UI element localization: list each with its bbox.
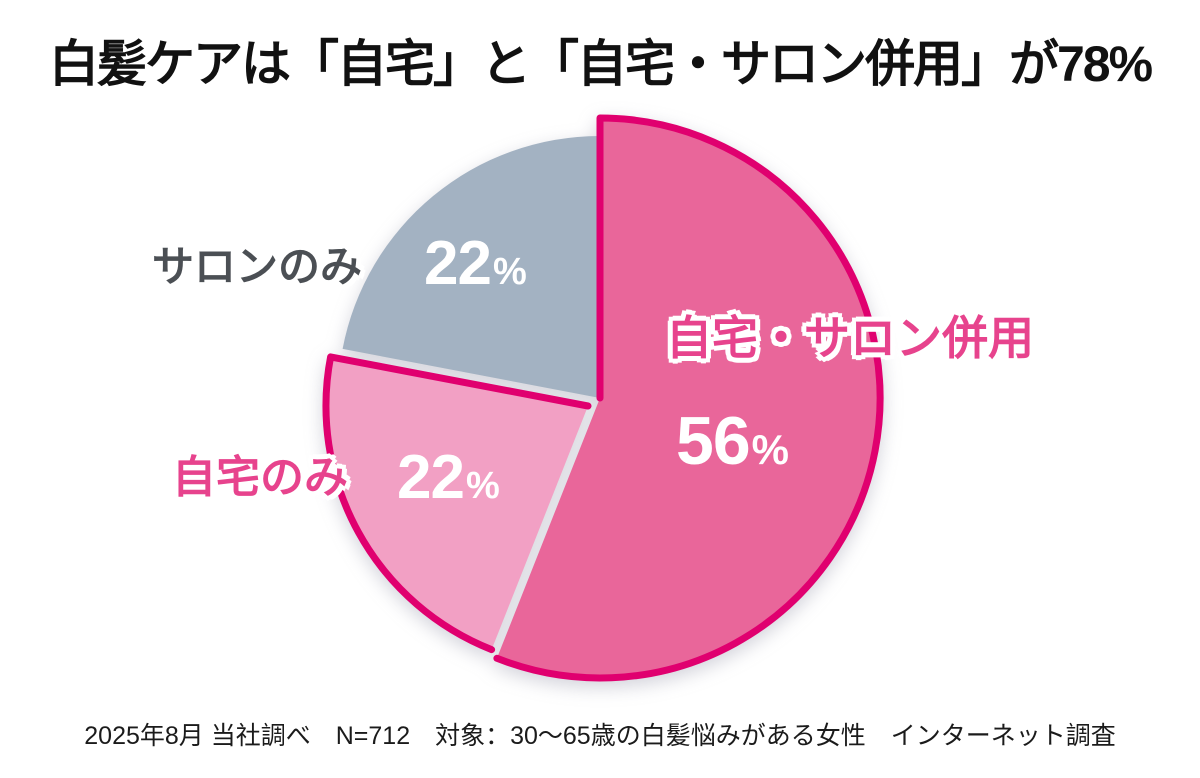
value-home-only-number: 22 (397, 443, 465, 512)
pie-slice-home-salon-border (493, 114, 884, 682)
label-salon-only: サロンのみ (152, 243, 363, 290)
chart-title: 白髪ケアは「自宅」と「自宅・サロン併用」が78% (48, 36, 1153, 92)
value-salon-only-number: 22 (424, 229, 492, 298)
label-home-only: 自宅のみ (172, 453, 348, 502)
value-home-only-percent-sign: % (465, 465, 500, 507)
pie-slice-home-only-border (322, 353, 592, 654)
value-home-salon-number: 56 (676, 403, 751, 479)
value-home-salon-percent-sign: % (751, 426, 789, 473)
value-salon-only-percent-sign: % (492, 251, 527, 293)
label-home-salon: 自宅・サロン併用 (666, 312, 1034, 364)
value-home-salon: 56 % (676, 407, 789, 475)
survey-note: 2025年8月 当社調べ N=712 対象：30～65歳の白髪悩みがある女性 イ… (84, 722, 1116, 750)
value-home-only: 22 % (397, 447, 500, 509)
pie-slice-home-salon (496, 117, 881, 678)
pie-slice-salon-only (342, 135, 600, 399)
value-salon-only: 22 % (424, 233, 527, 295)
